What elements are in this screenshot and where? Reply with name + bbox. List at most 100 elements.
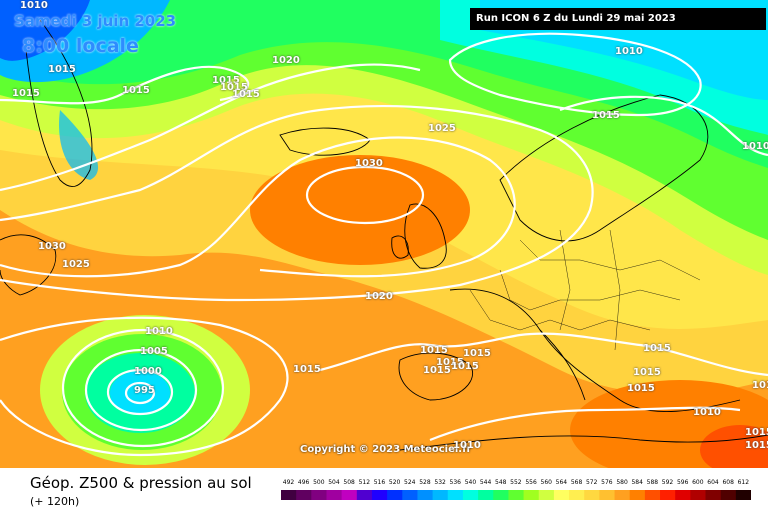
scale-swatch bbox=[553, 490, 570, 500]
isobar-label: 1015 bbox=[212, 75, 240, 86]
scale-value: 504 bbox=[328, 479, 340, 486]
scale-swatch bbox=[675, 490, 691, 500]
isobar-label: 1015 bbox=[745, 427, 768, 438]
scale-value: 612 bbox=[737, 479, 750, 486]
scale-swatch bbox=[493, 490, 509, 500]
scale-value: 528 bbox=[419, 479, 431, 486]
isobar-label: 1010 bbox=[615, 46, 643, 57]
isobar-label: 1015 bbox=[633, 367, 661, 378]
scale-swatch bbox=[447, 490, 464, 500]
scale-swatch bbox=[281, 490, 297, 500]
forecast-range: (+ 120h) bbox=[30, 495, 80, 508]
scale-swatch bbox=[341, 490, 358, 500]
legend-footer: Géop. Z500 & pression au sol (+ 120h) 49… bbox=[0, 468, 768, 512]
scale-value: 596 bbox=[676, 479, 689, 486]
isobar-1005 bbox=[84, 348, 198, 432]
isobar-1000 bbox=[106, 368, 174, 416]
europe-south-coast bbox=[449, 288, 741, 412]
isobar-label: 1015 bbox=[48, 64, 76, 75]
scale-swatch bbox=[478, 490, 494, 500]
scale-swatch bbox=[629, 490, 646, 500]
scale-value: 544 bbox=[479, 479, 492, 486]
forecast-date: Samedi 3 juin 2023 bbox=[14, 12, 177, 30]
scale-swatch bbox=[432, 490, 449, 500]
copyright-label: Copyright © 2023 Meteociel.fr bbox=[300, 444, 472, 455]
isobar-1025 bbox=[0, 136, 516, 278]
scale-value: 540 bbox=[464, 479, 477, 486]
scale-swatch bbox=[644, 490, 661, 500]
isobar-1015-low bbox=[0, 316, 289, 457]
scale-value: 532 bbox=[434, 479, 446, 486]
scale-value: 536 bbox=[449, 479, 461, 486]
isobar-label: 1030 bbox=[38, 241, 66, 252]
scale-swatch bbox=[356, 490, 373, 500]
isobar-label: 1010 bbox=[693, 407, 721, 418]
scale-swatch bbox=[296, 490, 312, 500]
field-deep-blue-nw bbox=[0, 0, 90, 61]
field-high-core bbox=[250, 155, 470, 265]
scale-value: 584 bbox=[631, 479, 643, 486]
scale-swatch bbox=[311, 490, 327, 500]
scale-value: 608 bbox=[722, 479, 734, 486]
borders bbox=[469, 229, 701, 351]
isobar-1010-south bbox=[429, 406, 741, 442]
isobar-label: 1030 bbox=[355, 158, 383, 169]
isobar-label: 1015 bbox=[451, 361, 479, 372]
scale-value: 560 bbox=[540, 479, 552, 486]
scale-value: 588 bbox=[646, 479, 659, 486]
map-canvas bbox=[0, 0, 768, 468]
weather-map: Samedi 3 juin 2023 8:00 locale Run ICON … bbox=[0, 0, 768, 468]
isobar-label: 1015 bbox=[420, 345, 448, 356]
isobar-label: 1000 bbox=[134, 366, 162, 377]
isobar-label: 1015 bbox=[643, 343, 671, 354]
scale-value: 524 bbox=[404, 479, 416, 486]
scale-swatch bbox=[326, 490, 343, 500]
scale-value: 604 bbox=[707, 479, 719, 486]
scale-value: 552 bbox=[510, 479, 522, 486]
isobar-lines bbox=[0, 32, 768, 457]
scale-swatch bbox=[599, 490, 616, 500]
isobar-1015-north bbox=[0, 65, 250, 105]
ireland-coast bbox=[391, 235, 409, 259]
scale-swatch bbox=[538, 490, 555, 500]
isobar-label: 1015 bbox=[627, 383, 655, 394]
isobar-label: 1015 bbox=[423, 365, 451, 376]
isobar-label: 1015 bbox=[232, 89, 260, 100]
isobar-1020-north bbox=[0, 63, 421, 192]
britain-coast bbox=[404, 203, 447, 269]
color-scale-bar bbox=[281, 490, 751, 500]
isobar-label: 1005 bbox=[140, 346, 168, 357]
scale-value: 568 bbox=[570, 479, 583, 486]
isobar-label: 1020 bbox=[365, 291, 393, 302]
isobar-label: 1015 bbox=[12, 88, 40, 99]
scale-value: 556 bbox=[525, 479, 537, 486]
run-info-banner: Run ICON 6 Z du Lundi 29 mai 2023 bbox=[470, 8, 766, 30]
field-low-cyan bbox=[110, 371, 170, 415]
scale-swatch bbox=[705, 490, 722, 500]
scale-value: 600 bbox=[692, 479, 704, 486]
isobar-label: 1015 bbox=[752, 380, 768, 391]
scale-swatch bbox=[387, 490, 403, 500]
scale-value: 508 bbox=[343, 479, 355, 486]
coastlines bbox=[0, 19, 768, 451]
border-line-4 bbox=[559, 229, 571, 331]
isobar-1020 bbox=[0, 104, 594, 302]
isobar-label: 1025 bbox=[428, 123, 456, 134]
isobar-label: 1015 bbox=[592, 110, 620, 121]
scale-swatch bbox=[569, 490, 585, 500]
isobar-1010-low bbox=[61, 328, 225, 448]
isobar-1015-ne bbox=[559, 95, 768, 157]
scale-value: 592 bbox=[661, 479, 674, 486]
greenland-coast bbox=[24, 19, 93, 187]
border-line-2 bbox=[499, 269, 681, 311]
isobar-label: 1015 bbox=[122, 85, 150, 96]
border-line-1 bbox=[469, 289, 651, 331]
isobar-label: 1010 bbox=[20, 0, 48, 11]
isobar-label: 1025 bbox=[62, 259, 90, 270]
border-line-5 bbox=[609, 229, 621, 351]
scale-swatch bbox=[371, 490, 388, 500]
scale-swatch bbox=[508, 490, 525, 500]
scale-swatch bbox=[417, 490, 434, 500]
scandinavia-coast bbox=[499, 94, 709, 242]
